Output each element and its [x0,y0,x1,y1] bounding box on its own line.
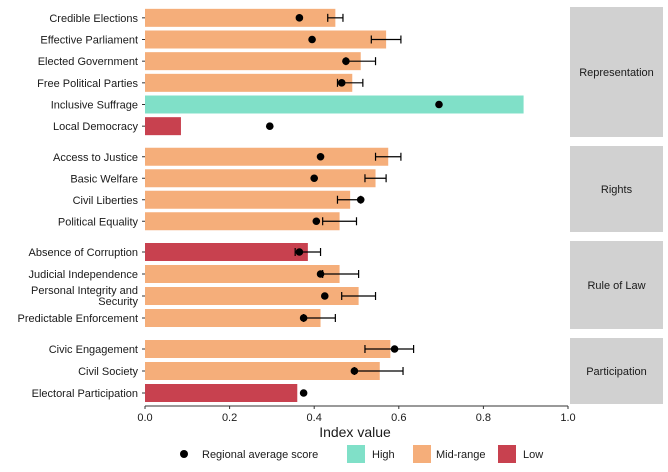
regional-average-point [320,292,329,300]
regional-average-point [316,152,325,161]
x-tick-label: 0.6 [391,412,406,424]
category-label: Judicial Independence [29,269,138,281]
category-label: Electoral Participation [32,388,138,400]
panel-participation: Participation Civic Engagement Civil Socie… [32,338,663,404]
legend: Regional average score High Mid-range Low [180,445,543,463]
facet-strip [570,241,663,329]
legend-label: Low [523,449,543,461]
legend-label: High [372,449,395,461]
regional-average-point [390,345,399,353]
category-label: Civil Society [78,366,138,378]
category-label: Access to Justice [53,152,138,164]
facet-strip [570,146,663,232]
legend-label: Regional average score [202,449,318,461]
bar [145,95,524,114]
category-label: Personal Integrity and Security [31,285,139,308]
category-label: Elected Government [38,56,138,68]
facet-strip-label: Rule of Law [587,280,645,292]
bar [145,190,351,209]
category-label: Civic Engagement [49,344,138,356]
category-label: Effective Parliament [40,35,138,47]
bar [145,287,359,305]
bar [145,169,376,188]
regional-average-point [295,14,304,22]
bar [145,340,391,358]
panel-rule-of-law: Rule of Law Absence of Corruption Judicial… [18,241,663,329]
x-tick-label: 0.8 [476,412,491,424]
panel-representation: Representation Credible Elections Effectiv… [37,7,663,137]
regional-average-point [299,314,308,322]
bar [145,309,321,327]
regional-average-point [265,122,274,130]
bar [145,265,340,283]
category-label: Credible Elections [49,13,138,25]
category-label: Local Democracy [53,121,138,133]
bar [145,147,389,166]
regional-average-point [350,367,359,375]
category-label: Political Equality [58,216,139,228]
regional-average-point [312,217,321,226]
bar [145,52,361,71]
regional-average-point [316,270,325,278]
regional-average-point [299,389,308,397]
category-label: Predictable Enforcement [18,313,138,325]
x-tick-label: 0.4 [307,412,322,424]
facet-strip-label: Rights [601,184,633,196]
regional-average-point [356,195,365,204]
legend-label: Mid-range [436,449,486,461]
category-label: Civil Liberties [73,195,139,207]
facet-strip-label: Participation [586,366,647,378]
bar [145,384,298,402]
bar [145,8,336,27]
x-axis-title: Index value [319,424,391,440]
panel-rights: Rights Access to Justice Basic Welfare Civi… [53,146,663,232]
facet-strip [570,338,663,404]
regional-average-point [435,100,443,109]
regional-average-point [295,248,304,256]
bar [145,117,181,136]
bar [145,243,308,261]
regional-average-point [310,174,319,183]
facet-strip [570,7,663,137]
regional-average-point [308,35,316,44]
legend-swatch [498,445,516,463]
legend-swatch [347,445,365,463]
regional-average-point [342,57,350,65]
facet-strip-label: Representation [579,67,654,79]
category-label: Inclusive Suffrage [51,100,138,112]
x-tick-label: 1.0 [560,412,575,424]
category-label: Free Political Parties [37,78,138,90]
category-label: Absence of Corruption [29,247,138,259]
x-tick-label: 0.2 [222,412,237,424]
bar [145,30,387,49]
category-label: Basic Welfare [70,173,138,185]
chart-panels: Representation Credible Elections Effectiv… [18,7,663,404]
x-tick-label: 0.0 [137,412,152,424]
legend-marker-point [180,450,188,458]
legend-swatch [413,445,431,463]
bar [145,212,340,231]
regional-average-point [337,79,346,87]
bar [145,362,380,380]
x-axis: 0.0 0.2 0.4 0.6 0.8 1.0 [137,405,576,424]
bar [145,73,353,92]
